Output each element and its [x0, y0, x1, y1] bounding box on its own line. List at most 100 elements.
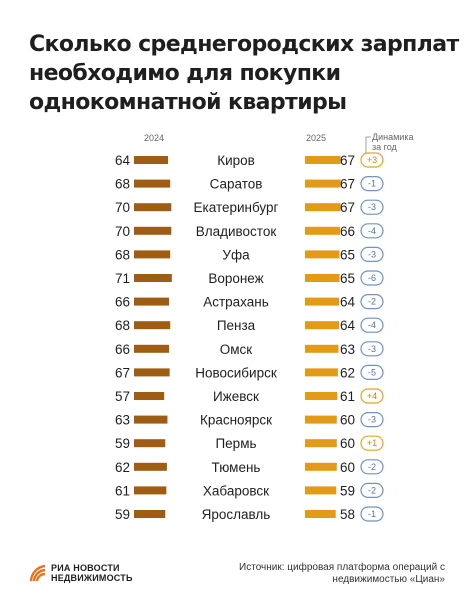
bar-2024: [134, 203, 172, 212]
city-label: Уфа: [222, 247, 250, 262]
change-pill: [360, 482, 384, 498]
city-label: Киров: [217, 153, 255, 168]
value-2025: 59: [340, 483, 355, 498]
change-value: +3: [367, 155, 377, 165]
year-2024-label: 2024: [144, 133, 164, 143]
value-2024: 70: [115, 224, 130, 239]
city-label: Саратов: [210, 177, 263, 192]
chart-title: Сколько среднегородских зарплат необходи…: [29, 32, 459, 115]
change-value: -5: [368, 367, 376, 377]
change-pill: [360, 364, 384, 380]
bar-2024: [134, 321, 171, 330]
bar-2024: [134, 179, 171, 188]
value-2025: 67: [340, 177, 355, 192]
bar-2025: [305, 321, 339, 330]
bar-2025: [305, 392, 338, 400]
city-label: Пермь: [215, 436, 256, 451]
change-pill: [360, 341, 384, 357]
bar-2025: [305, 250, 340, 259]
change-value: -3: [368, 344, 376, 354]
bar-2025: [305, 226, 341, 235]
change-pill: [360, 223, 384, 239]
change-value: +4: [367, 391, 377, 401]
change-value: -4: [368, 320, 376, 330]
bar-2025: [305, 297, 339, 306]
bar-2025: [305, 203, 341, 212]
bar-2025: [305, 368, 338, 377]
value-2025: 60: [340, 436, 355, 451]
change-value: +1: [367, 438, 377, 448]
bar-2025: [305, 439, 337, 448]
bar-2025: [305, 274, 340, 282]
bar-2024: [134, 297, 170, 306]
value-2025: 62: [340, 365, 355, 380]
bar-2024: [134, 415, 168, 424]
value-2024: 67: [115, 365, 130, 380]
year-2025-label: 2025: [306, 133, 326, 143]
value-2025: 61: [340, 389, 355, 404]
value-2024: 57: [115, 389, 130, 404]
city-label: Хабаровск: [203, 483, 269, 498]
value-2025: 67: [340, 153, 355, 168]
value-2024: 61: [115, 483, 130, 498]
change-value: -6: [368, 273, 376, 283]
city-label: Воронеж: [208, 271, 263, 286]
value-2025: 64: [340, 318, 356, 333]
bar-2024: [134, 439, 166, 448]
change-pill: [360, 435, 384, 451]
value-2024: 68: [115, 318, 130, 333]
logo-text-line1: РИА НОВОСТИ: [51, 563, 120, 573]
bar-2025: [305, 415, 337, 424]
city-label: Ижевск: [213, 389, 259, 404]
city-label: Владивосток: [196, 224, 277, 239]
value-2025: 66: [340, 224, 355, 239]
city-label: Новосибирск: [195, 365, 277, 380]
bar-2025: [305, 510, 336, 518]
city-label: Ярославль: [202, 507, 271, 522]
bar-2024: [134, 156, 168, 164]
bar-2024: [134, 250, 171, 259]
change-pill: [360, 294, 384, 310]
bar-2024: [134, 462, 167, 471]
value-2025: 64: [340, 295, 356, 310]
value-2025: 65: [340, 271, 355, 286]
value-2024: 64: [115, 153, 131, 168]
logo-text-line2: НЕДВИЖИМОСТЬ: [51, 573, 133, 583]
bar-2024: [134, 368, 170, 377]
bar-2024: [134, 226, 172, 235]
source-note: Источник: цифровая платформа операций с …: [239, 562, 445, 585]
bar-2025: [305, 486, 337, 495]
ria-logo: РИА НОВОСТИ НЕДВИЖИМОСТЬ: [29, 561, 149, 585]
value-2024: 59: [115, 436, 130, 451]
change-pill: [360, 246, 384, 262]
change-pill: [360, 176, 384, 192]
value-2024: 62: [115, 460, 130, 475]
change-value: -2: [368, 462, 376, 472]
change-value: -3: [368, 415, 376, 425]
value-2025: 67: [340, 200, 355, 215]
bar-2024: [134, 344, 170, 353]
change-pill: [360, 270, 384, 286]
change-pill: [360, 388, 384, 404]
value-2025: 58: [340, 507, 355, 522]
value-2024: 68: [115, 247, 130, 262]
change-label: Динамика за год: [372, 132, 413, 152]
bar-2025: [305, 179, 341, 188]
value-2024: 59: [115, 507, 130, 522]
bar-2025: [305, 344, 339, 353]
change-pill: [360, 459, 384, 475]
bar-2024: [134, 510, 166, 518]
change-pill: [360, 317, 384, 333]
value-2024: 68: [115, 177, 130, 192]
change-value: -3: [368, 202, 376, 212]
change-value: -2: [368, 485, 376, 495]
city-label: Красноярск: [200, 413, 272, 428]
change-value: -1: [368, 179, 376, 189]
city-label: Омск: [220, 342, 253, 357]
city-label: Тюмень: [212, 460, 261, 475]
value-2025: 60: [340, 413, 355, 428]
value-2024: 66: [115, 295, 130, 310]
change-value: -2: [368, 297, 376, 307]
change-value: -4: [368, 226, 376, 236]
change-pill: [360, 506, 384, 522]
